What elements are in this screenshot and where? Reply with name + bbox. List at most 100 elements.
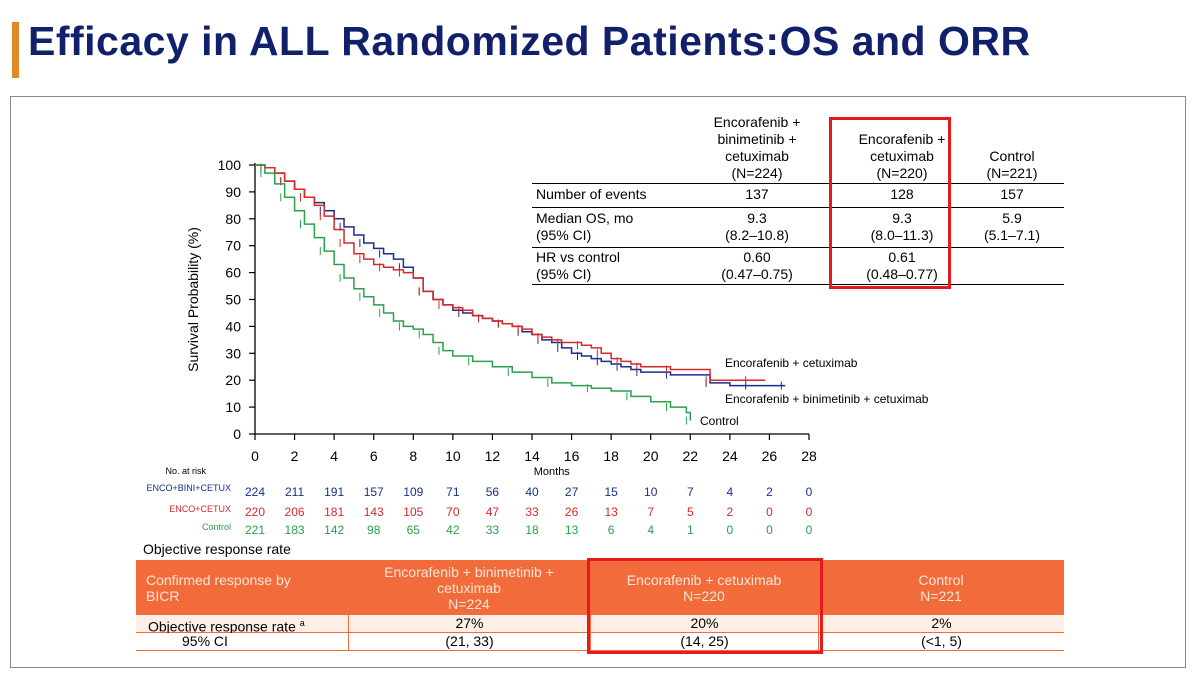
risk-count: 10	[644, 485, 658, 499]
risk-count: 5	[687, 505, 694, 519]
risk-count: 18	[525, 523, 539, 537]
y-tick-label: 100	[218, 157, 242, 173]
orr-cell: (14, 25)	[590, 633, 818, 651]
orr-header-row: Confirmed response by BICR Encorafenib + …	[136, 560, 1064, 615]
content-frame	[10, 96, 1186, 668]
x-tick-label: 8	[409, 448, 417, 464]
risk-count: 143	[364, 505, 384, 519]
risk-count: 70	[446, 505, 460, 519]
orr-footnote-marker: a	[299, 618, 305, 628]
orr-cell: (<1, 5)	[818, 633, 1064, 651]
risk-count: 13	[604, 505, 618, 519]
page-title: Efficacy in ALL Randomized Patients:OS a…	[28, 18, 1031, 64]
orr-row-ci: 95% CI (21, 33) (14, 25) (<1, 5)	[136, 633, 1064, 651]
risk-count: 183	[285, 523, 305, 537]
x-tick-label: 2	[291, 448, 299, 464]
os-header-line: Control	[989, 148, 1035, 164]
orr-header-line: Confirmed response by	[146, 571, 291, 588]
risk-count: 2	[727, 505, 734, 519]
orr-cell: 27%	[348, 615, 590, 633]
orr-header-line: Encorafenib + cetuximab	[626, 571, 782, 588]
risk-row-label: Control	[201, 522, 231, 532]
risk-count: 142	[324, 523, 344, 537]
x-tick-label: 6	[370, 448, 378, 464]
orr-header-line: Encorafenib + binimetinib +	[384, 563, 554, 580]
risk-count: 191	[324, 485, 344, 499]
risk-count: 15	[604, 485, 618, 499]
orr-cell: 2%	[818, 615, 1064, 633]
os-header-control: Control (N=221)	[962, 148, 1062, 182]
os-header-line: (N=220)	[876, 165, 928, 181]
risk-table-header: No. at risk	[165, 466, 206, 476]
orr-highlight-box	[587, 558, 823, 654]
title-accent-bar	[12, 22, 19, 78]
os-cell: 9.3	[892, 210, 912, 226]
risk-count: 2	[766, 485, 773, 499]
y-tick-label: 10	[225, 399, 241, 415]
y-tick-label: 90	[225, 184, 241, 200]
os-highlight-box	[829, 117, 951, 289]
risk-count: 1	[687, 523, 694, 537]
orr-header-line: Control	[918, 571, 964, 588]
risk-count: 211	[285, 485, 304, 499]
os-cell: 9.3	[747, 210, 767, 226]
os-cell: 137	[745, 186, 769, 202]
orr-header-line: N=221	[920, 587, 962, 604]
os-header-line: Encorafenib +	[858, 131, 946, 147]
orr-row-response-rate: Objective response rate a 27% 20% 2%	[136, 615, 1064, 635]
orr-header-line: N=220	[683, 587, 725, 604]
orr-header-cell: Confirmed response by BICR	[136, 560, 348, 615]
os-table-rule	[532, 183, 1064, 184]
x-tick-label: 4	[330, 448, 338, 464]
os-cell: 0.61	[888, 249, 916, 265]
risk-count: 105	[403, 505, 423, 519]
os-header-enco-bini-cetux: Encorafenib + binimetinib + cetuximab (N…	[672, 114, 842, 182]
risk-count: 6	[608, 523, 615, 537]
orr-row-label: Objective response rate a	[136, 615, 348, 635]
orr-header-line: N=224	[448, 595, 490, 612]
os-header-line: cetuximab	[725, 148, 789, 164]
x-tick-label: 18	[603, 448, 619, 464]
risk-count: 4	[727, 485, 734, 499]
orr-header-cell: Encorafenib + binimetinib + cetuximab N=22…	[348, 560, 590, 615]
risk-count: 71	[446, 485, 460, 499]
risk-count: 98	[367, 523, 381, 537]
os-header-line: cetuximab	[870, 148, 934, 164]
os-table-rule	[532, 207, 1064, 208]
risk-count: 7	[647, 505, 654, 519]
risk-count: 65	[407, 523, 421, 537]
y-tick-label: 20	[225, 372, 241, 388]
orr-table: Confirmed response by BICR Encorafenib + …	[136, 560, 1064, 652]
risk-count: 0	[766, 523, 773, 537]
os-cell: (0.48–0.77)	[866, 266, 938, 282]
x-axis-label: Months	[534, 466, 571, 478]
x-tick-label: 14	[524, 448, 540, 464]
km-curve-series-2	[255, 164, 692, 421]
series-label: Encorafenib + binimetinib + cetuximab	[725, 392, 929, 406]
y-tick-label: 50	[225, 292, 241, 308]
os-table-rule	[532, 247, 1064, 248]
risk-count: 26	[565, 505, 579, 519]
risk-count: 56	[486, 485, 500, 499]
x-tick-label: 26	[762, 448, 778, 464]
y-tick-label: 80	[225, 211, 241, 227]
os-header-line: (N=224)	[731, 165, 783, 181]
series-label: Control	[700, 414, 739, 428]
os-row-label: Median OS, mo	[536, 210, 634, 226]
y-axis-label: Survival Probability (%)	[185, 227, 201, 372]
risk-count: 221	[245, 523, 265, 537]
orr-header-line: BICR	[146, 587, 180, 604]
y-tick-label: 60	[225, 265, 241, 281]
os-cell: 157	[1000, 186, 1024, 202]
os-cell: (0.47–0.75)	[721, 266, 793, 282]
os-header-line: Encorafenib +	[713, 114, 801, 130]
os-row-label: HR vs control	[536, 249, 621, 265]
y-tick-label: 70	[225, 238, 241, 254]
risk-count: 13	[565, 523, 579, 537]
y-tick-label: 30	[225, 345, 241, 361]
risk-count: 4	[647, 523, 654, 537]
orr-cell: (21, 33)	[348, 633, 590, 651]
risk-count: 0	[766, 505, 773, 519]
risk-count: 0	[806, 485, 813, 499]
